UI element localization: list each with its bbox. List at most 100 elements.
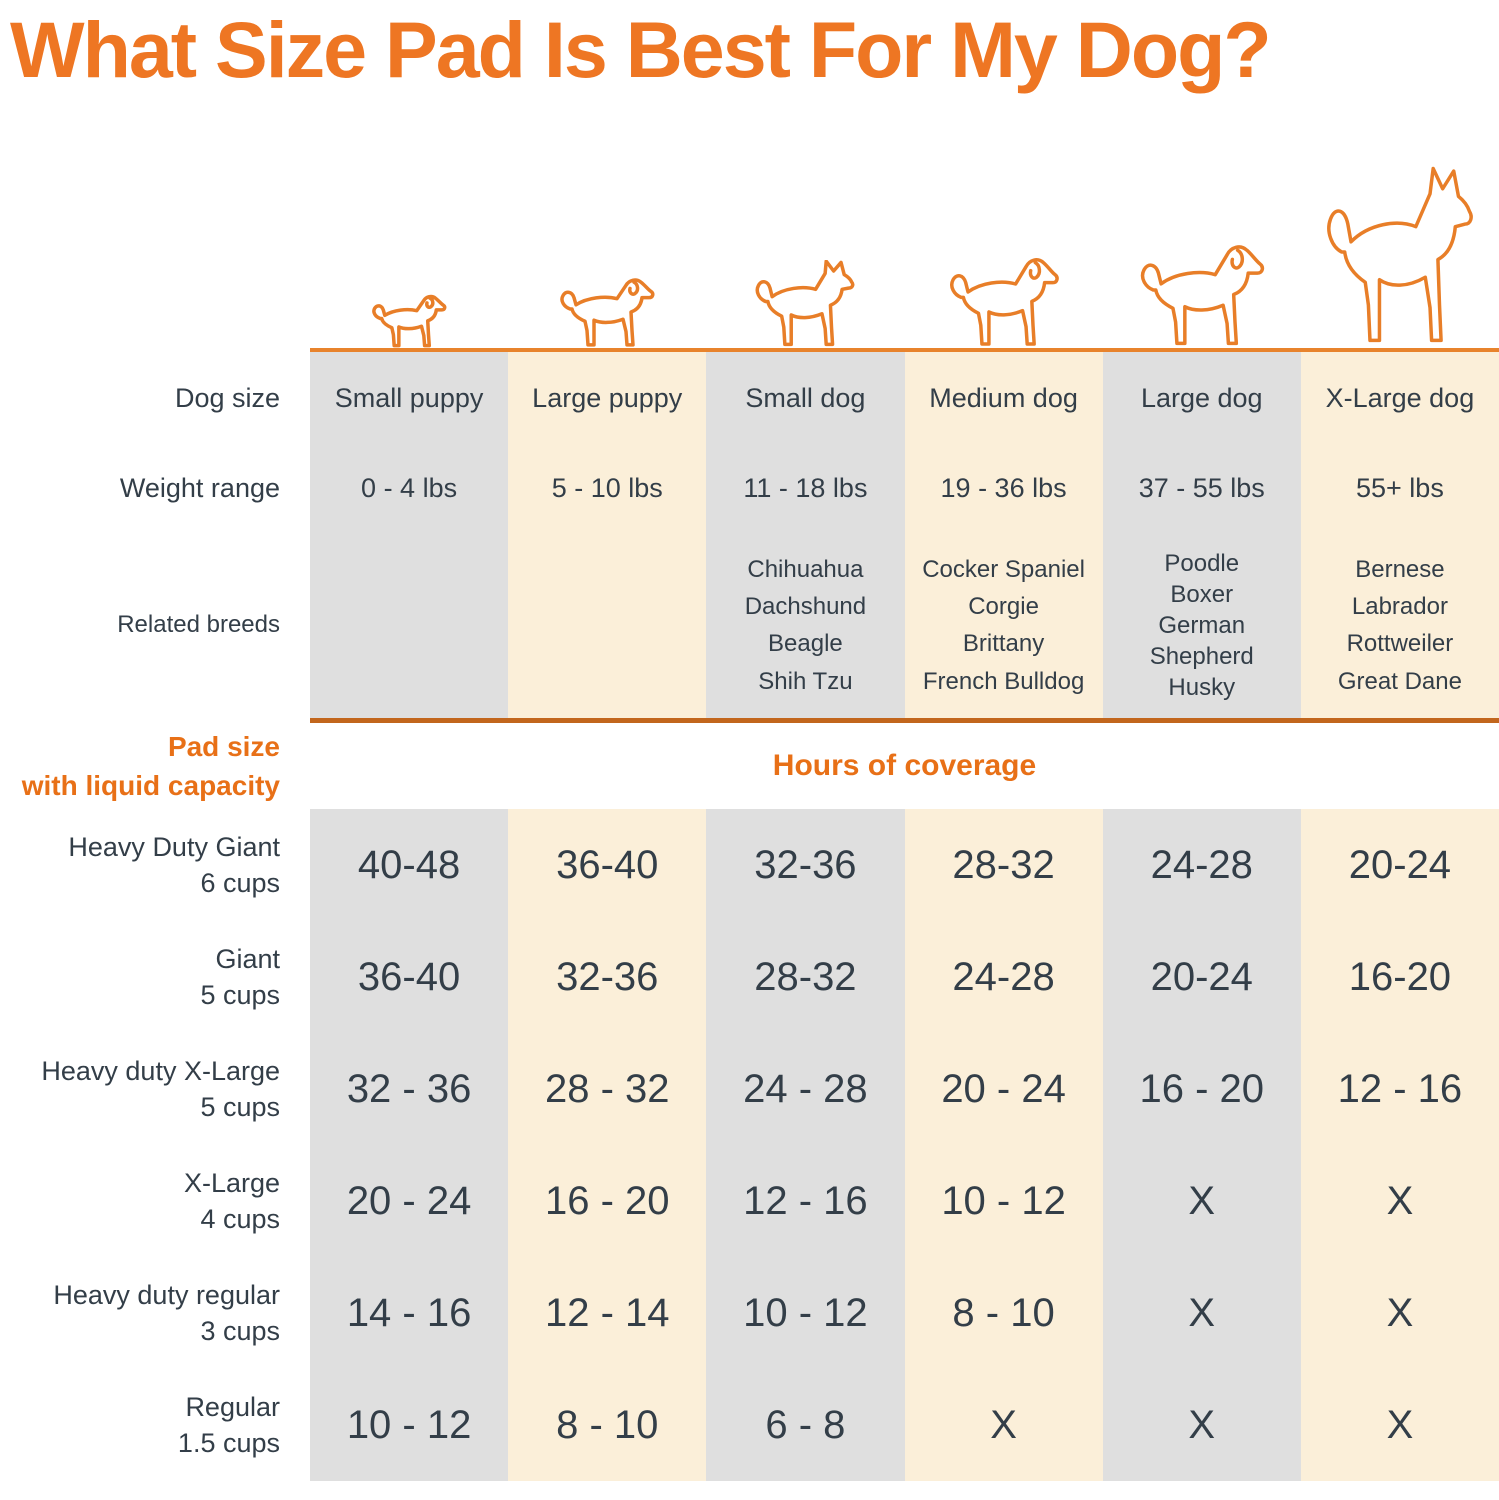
breed-name: Great Dane <box>1337 667 1462 695</box>
hours-value-cell: 24-28 <box>904 921 1103 1034</box>
breeds-cell <box>508 532 707 719</box>
breed-name: Husky <box>1168 674 1236 702</box>
section-divider-rule <box>310 718 1499 724</box>
hours-value-cell: 14 - 16 <box>310 1257 509 1370</box>
weight-cell: 37 - 55 lbs <box>1102 444 1301 533</box>
pad-capacity: 3 cups <box>200 1316 280 1347</box>
dog-size-row-label: Dog size <box>0 352 310 445</box>
hours-value-cell: 36-40 <box>508 809 707 922</box>
dog-size-cell: Medium dog <box>904 352 1103 445</box>
hours-value-cell: 8 - 10 <box>904 1257 1103 1370</box>
x-large-dog-icon <box>1301 166 1499 348</box>
breed-name: Rottweiler <box>1346 630 1454 658</box>
hours-value-cell: 10 - 12 <box>904 1145 1103 1258</box>
pad-size-label-line1: Pad size <box>167 731 280 763</box>
breed-name: Shih Tzu <box>758 667 853 695</box>
dog-size-cell: Small dog <box>706 352 905 445</box>
pad-capacity: 6 cups <box>200 868 280 899</box>
rule-spacer <box>0 718 310 724</box>
hours-value-cell: 20 - 24 <box>310 1145 509 1258</box>
medium-dog-icon <box>904 252 1102 348</box>
hours-value-cell: 12 - 16 <box>1300 1033 1499 1146</box>
hours-value-cell: 32 - 36 <box>310 1033 509 1146</box>
pad-name: Giant <box>215 944 280 975</box>
breed-name: Chihuahua <box>747 556 864 584</box>
breed-name: Poodle <box>1164 549 1240 577</box>
weight-cell: 0 - 4 lbs <box>310 444 509 533</box>
pad-name: Heavy duty regular <box>53 1280 280 1311</box>
hours-value-cell: 36-40 <box>310 921 509 1034</box>
hours-value-cell: 16 - 20 <box>1102 1033 1301 1146</box>
pad-size-label-line2: with liquid capacity <box>21 770 280 802</box>
pad-capacity: 5 cups <box>200 980 280 1011</box>
pad-capacity: 4 cups <box>200 1204 280 1235</box>
pad-name: Regular <box>185 1392 280 1423</box>
hours-value-cell: 16-20 <box>1300 921 1499 1034</box>
breed-name: French Bulldog <box>922 667 1085 695</box>
hours-value-cell: X <box>1102 1257 1301 1370</box>
breeds-cell: Poodle Boxer German Shepherd Husky <box>1102 532 1301 719</box>
page-title: What Size Pad Is Best For My Dog? <box>10 5 1272 94</box>
pad-row-label: Heavy duty regular 3 cups <box>0 1257 310 1370</box>
breed-name: Beagle <box>768 630 843 658</box>
breeds-cell: Bernese Labrador Rottweiler Great Dane <box>1300 532 1499 719</box>
hours-value-cell: 40-48 <box>310 809 509 922</box>
hours-value-cell: 10 - 12 <box>706 1257 905 1370</box>
pad-name: X-Large <box>183 1168 280 1199</box>
hours-value-cell: 6 - 8 <box>706 1369 905 1482</box>
hours-value-cell: 20 - 24 <box>904 1033 1103 1146</box>
dog-size-cell: Large dog <box>1102 352 1301 445</box>
breeds-cell: Chihuahua Dachshund Beagle Shih Tzu <box>706 532 905 719</box>
pad-size-section-label: Pad size with liquid capacity <box>0 723 310 810</box>
breed-name: Boxer <box>1170 580 1234 608</box>
large-dog-icon <box>1103 238 1301 348</box>
hours-value-cell: X <box>904 1369 1103 1482</box>
breeds-cell: Cocker Spaniel Corgie Brittany French Bu… <box>904 532 1103 719</box>
breed-name: Corgie <box>968 593 1039 621</box>
hours-value-cell: X <box>1300 1145 1499 1258</box>
breed-name: Dachshund <box>744 593 867 621</box>
weight-range-row-label: Weight range <box>0 444 310 533</box>
pad-row-label: Regular 1.5 cups <box>0 1369 310 1482</box>
pad-row-label: Giant 5 cups <box>0 921 310 1034</box>
hours-of-coverage-header: Hours of coverage <box>310 723 1499 810</box>
hours-value-cell: 32-36 <box>508 921 707 1034</box>
breed-name: Brittany <box>962 630 1045 658</box>
weight-cell: 11 - 18 lbs <box>706 444 905 533</box>
dog-size-cell: X-Large dog <box>1300 352 1499 445</box>
pad-name: Heavy duty X-Large <box>41 1056 280 1087</box>
comparison-table: Dog size Small puppy Large puppy Small d… <box>0 352 1499 1482</box>
hours-value-cell: X <box>1102 1369 1301 1482</box>
pad-row-label: X-Large 4 cups <box>0 1145 310 1258</box>
hours-value-cell: 24-28 <box>1102 809 1301 922</box>
pad-capacity: 5 cups <box>200 1092 280 1123</box>
weight-cell: 19 - 36 lbs <box>904 444 1103 533</box>
hours-value-cell: 28-32 <box>904 809 1103 922</box>
hours-value-cell: 24 - 28 <box>706 1033 905 1146</box>
breed-name: Bernese <box>1355 556 1445 584</box>
hours-value-cell: 28-32 <box>706 921 905 1034</box>
hours-value-cell: 32-36 <box>706 809 905 922</box>
breed-name: German Shepherd <box>1149 611 1254 671</box>
pad-name: Heavy Duty Giant <box>68 832 280 863</box>
dog-size-cell: Large puppy <box>508 352 707 445</box>
weight-cell: 5 - 10 lbs <box>508 444 707 533</box>
hours-value-cell: X <box>1102 1145 1301 1258</box>
hours-value-cell: 28 - 32 <box>508 1033 707 1146</box>
hours-value-cell: 16 - 20 <box>508 1145 707 1258</box>
breed-name: Cocker Spaniel <box>922 556 1085 584</box>
pad-row-label: Heavy duty X-Large 5 cups <box>0 1033 310 1146</box>
dog-size-cell: Small puppy <box>310 352 509 445</box>
hours-value-cell: X <box>1300 1369 1499 1482</box>
small-puppy-icon <box>310 292 508 348</box>
breeds-cell <box>310 532 509 719</box>
dog-icons-row <box>310 94 1499 353</box>
hours-value-cell: 12 - 16 <box>706 1145 905 1258</box>
hours-value-cell: 8 - 10 <box>508 1369 707 1482</box>
small-dog-icon <box>706 260 904 348</box>
breed-name: Labrador <box>1351 593 1448 621</box>
pad-row-label: Heavy Duty Giant 6 cups <box>0 809 310 922</box>
large-puppy-icon <box>508 274 706 348</box>
weight-cell: 55+ lbs <box>1300 444 1499 533</box>
